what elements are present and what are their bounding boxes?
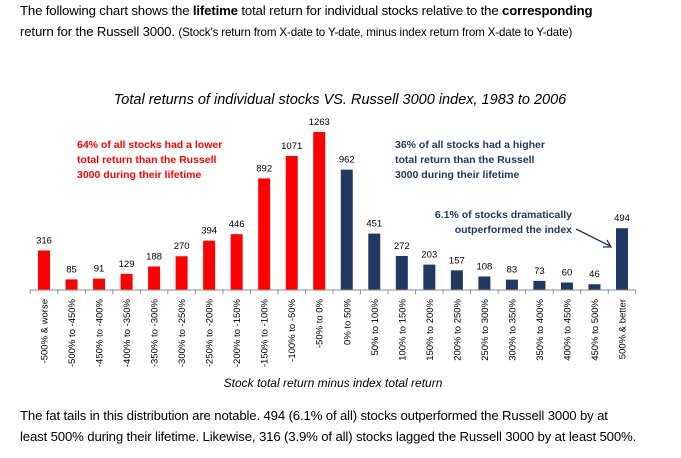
- value-label: 316: [36, 235, 52, 246]
- category-label: 450% to 500%: [590, 298, 601, 360]
- value-label: 108: [476, 261, 492, 272]
- bar: [285, 156, 298, 290]
- bar: [340, 169, 353, 290]
- bar: [423, 264, 436, 290]
- value-label: 1263: [309, 117, 330, 128]
- value-label: 272: [394, 241, 410, 252]
- intro-note: (Stock’s return from X-date to Y-date, m…: [178, 26, 573, 39]
- value-label: 83: [507, 265, 518, 276]
- bar: [203, 240, 216, 290]
- bar: [533, 280, 546, 290]
- outro-line-2: least 500% during their lifetime. Likewi…: [20, 429, 637, 444]
- intro-bold-lifetime: lifetime: [192, 3, 238, 18]
- annotation-left-line-1: 64% of all stocks had a lower: [77, 139, 222, 151]
- category-label: -50% to 0%: [315, 298, 326, 348]
- bar: [395, 255, 408, 290]
- x-axis: [29, 289, 637, 294]
- category-label: -300% to -250%: [177, 298, 188, 367]
- category-label: 0% to 50%: [342, 298, 353, 344]
- value-labels-group: 316 85 91 129 188 270 394 446 892 1071 1263 962 451 2…: [36, 117, 630, 280]
- value-label: 46: [589, 269, 600, 280]
- category-label: -450% to -400%: [95, 298, 106, 367]
- intro-bold-corresponding: corresponding: [502, 3, 593, 18]
- category-labels-group: -500% & worse -500% to -450% -450% to -400…: [40, 298, 629, 367]
- category-label: 200% to 250%: [452, 298, 463, 360]
- annotation-right-line-3: 3000 during their lifetime: [395, 169, 519, 181]
- value-label: 494: [614, 213, 630, 224]
- value-label: 1071: [281, 141, 302, 152]
- category-label: 50% to 100%: [370, 298, 381, 355]
- bar: [560, 282, 573, 290]
- bar: [65, 279, 78, 290]
- value-label: 962: [339, 155, 355, 166]
- value-label: 85: [66, 264, 77, 275]
- bar: [588, 284, 601, 290]
- category-label: 350% to 400%: [535, 298, 546, 360]
- category-label: 100% to 150%: [397, 298, 408, 360]
- category-label: -100% to -50%: [287, 298, 298, 361]
- bar: [148, 266, 161, 290]
- category-label: 500% & better: [618, 299, 629, 359]
- bar-chart: Total returns of individual stocks VS. R…: [29, 92, 637, 390]
- category-label: 250% to 300%: [480, 298, 491, 360]
- annotation-left-line-2: total return than the Russell: [77, 154, 217, 166]
- bar: [258, 178, 271, 290]
- annotation-callout: 6.1% of stocks dramatically outperformed…: [435, 209, 613, 248]
- bar: [175, 256, 188, 290]
- value-label: 451: [366, 219, 382, 230]
- value-label: 60: [562, 267, 573, 278]
- bar: [93, 278, 106, 290]
- value-label: 270: [174, 241, 190, 252]
- value-label: 188: [146, 251, 162, 262]
- category-label: -250% to -200%: [205, 298, 216, 367]
- bar: [505, 279, 518, 290]
- value-label: 892: [256, 163, 272, 174]
- outro-paragraph: The fat tails in this distribution are n…: [20, 405, 680, 447]
- category-label: -500% & worse: [40, 299, 51, 363]
- bar: [313, 132, 326, 290]
- category-label: -150% to -100%: [260, 298, 271, 367]
- category-label: 150% to 200%: [425, 298, 436, 360]
- value-label: 73: [534, 266, 545, 277]
- value-label: 394: [201, 226, 217, 237]
- callout-arrow-line: [575, 228, 611, 247]
- bar: [478, 276, 491, 290]
- annotation-left-line-3: 3000 during their lifetime: [77, 169, 201, 181]
- outro-line-1: The fat tails in this distribution are n…: [20, 408, 608, 423]
- category-label: 400% to 450%: [562, 298, 573, 360]
- bar: [450, 270, 463, 290]
- callout-line-2: outperformed the index: [455, 224, 572, 236]
- bar: [230, 234, 243, 290]
- callout-line-1: 6.1% of stocks dramatically: [435, 209, 572, 221]
- bar: [368, 233, 381, 290]
- value-label: 129: [119, 259, 135, 270]
- annotation-above-index: 36% of all stocks had a higher total ret…: [395, 139, 545, 181]
- intro-text-3: return for the Russell 3000.: [20, 24, 179, 39]
- bars-group: [38, 132, 628, 290]
- bar: [120, 273, 133, 290]
- category-label: -500% to -450%: [67, 298, 78, 367]
- category-label: -350% to -300%: [150, 298, 161, 367]
- intro-text-1: The following chart shows the: [20, 3, 193, 18]
- intro-paragraph: The following chart shows the lifetime t…: [20, 0, 680, 43]
- bar: [38, 250, 50, 290]
- annotation-right-line-2: total return than the Russell: [395, 154, 535, 166]
- value-label: 203: [421, 250, 437, 261]
- annotation-right-line-1: 36% of all stocks had a higher: [395, 139, 545, 151]
- value-label: 91: [94, 264, 105, 275]
- intro-text-2: total return for individual stocks relat…: [237, 3, 503, 18]
- bar: [616, 228, 628, 290]
- chart-title: Total returns of individual stocks VS. R…: [114, 92, 567, 108]
- value-label: 446: [229, 219, 245, 230]
- category-label: -400% to -350%: [122, 298, 133, 367]
- annotation-below-index: 64% of all stocks had a lower total retu…: [77, 139, 222, 181]
- value-label: 157: [449, 255, 465, 266]
- category-label: 300% to 350%: [507, 298, 518, 360]
- callout-arrow-head-icon: [603, 239, 613, 248]
- category-label: -200% to -150%: [232, 298, 243, 367]
- x-axis-title: Stock total return minus index total ret…: [224, 376, 443, 390]
